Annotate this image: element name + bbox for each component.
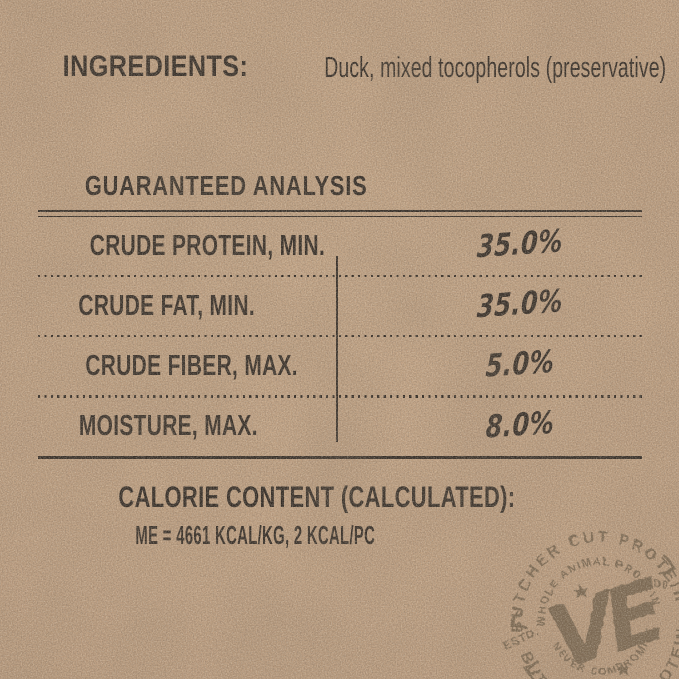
ingredients-value: Duck, mixed tocopherols (preservative) — [324, 52, 667, 84]
ingredients-label: INGREDIENTS: — [62, 50, 249, 83]
double-rule — [38, 210, 642, 217]
row-label: CRUDE FAT, MIN. — [78, 289, 256, 322]
table-row: CRUDE FAT, MIN. 35.0% — [38, 277, 642, 335]
calorie-content-title: CALORIE CONTENT (CALCULATED): — [118, 481, 516, 514]
vertical-divider — [336, 256, 338, 442]
table-row: MOISTURE, MAX. 8.0% — [38, 398, 642, 456]
row-value: 35.0% — [476, 283, 564, 326]
calorie-content-value: ME = 4661 KCAL/KG, 2 KCAL/PC — [135, 520, 376, 550]
row-value: 35.0% — [476, 223, 564, 266]
row-value: 8.0% — [484, 404, 556, 446]
guaranteed-analysis-table: CRUDE PROTEIN, MIN. 35.0% CRUDE FAT, MIN… — [38, 210, 642, 459]
guaranteed-analysis-title: GUARANTEED ANALYSIS — [84, 170, 368, 201]
stamp-year-text: 200 — [646, 577, 669, 591]
row-label: CRUDE PROTEIN, MIN. — [89, 229, 326, 262]
table-row: CRUDE PROTEIN, MIN. 35.0% — [38, 217, 642, 275]
row-label: MOISTURE, MAX. — [78, 410, 258, 443]
ve-stamp: BUTCHER CUT PROTEIN BUTCHER CUT PROTEIN … — [494, 514, 679, 679]
row-label: CRUDE FIBER, MAX. — [85, 349, 298, 382]
table-row: CRUDE FIBER, MAX. 5.0% — [38, 337, 642, 395]
row-value: 5.0% — [484, 344, 556, 386]
